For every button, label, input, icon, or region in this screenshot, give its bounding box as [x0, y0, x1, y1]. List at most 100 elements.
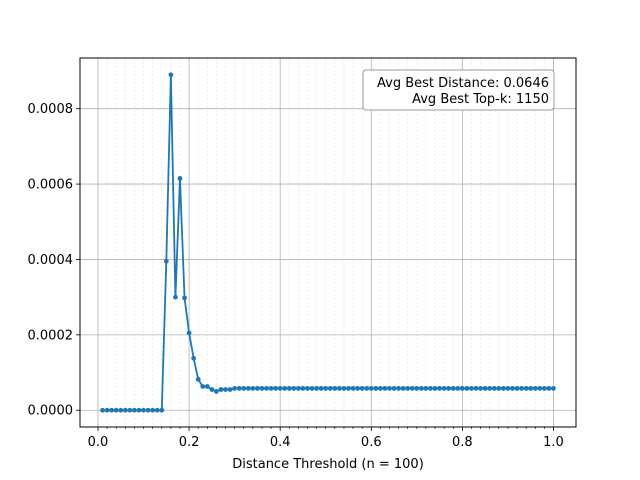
data-point	[113, 407, 119, 413]
data-point	[455, 385, 461, 391]
data-point	[177, 176, 183, 181]
data-point	[519, 385, 524, 391]
data-point	[532, 385, 538, 391]
data-point	[168, 72, 174, 78]
data-point	[459, 385, 465, 391]
data-point	[409, 385, 415, 391]
data-point	[163, 258, 169, 264]
data-point	[418, 385, 424, 391]
data-point	[314, 385, 320, 391]
data-point	[377, 385, 383, 391]
data-point	[387, 385, 392, 391]
data-point	[323, 385, 329, 391]
data-point	[100, 407, 105, 413]
data-point	[464, 385, 470, 391]
data-point	[396, 385, 401, 391]
minor-grid	[106, 58, 545, 427]
data-point	[186, 330, 192, 336]
series-layer	[100, 72, 556, 413]
x-tick-label: 1.0	[543, 435, 564, 450]
data-point	[373, 385, 379, 391]
data-point	[537, 385, 543, 391]
annotation-line-topk: Avg Best Top-k: 1150	[412, 92, 549, 107]
data-point	[154, 407, 160, 413]
data-point	[551, 385, 556, 391]
data-point	[469, 385, 474, 391]
y-tick-label: 0.0002	[28, 328, 74, 343]
data-point	[232, 385, 238, 391]
x-axis-label: Distance Threshold (n = 100)	[232, 457, 424, 472]
data-point	[364, 385, 370, 391]
data-point	[223, 387, 228, 392]
data-point	[359, 385, 365, 391]
data-point	[391, 385, 397, 391]
data-point	[423, 385, 429, 391]
data-point	[478, 385, 483, 391]
data-point	[510, 385, 515, 391]
data-point	[505, 385, 511, 391]
data-point	[291, 385, 297, 391]
data-point	[127, 407, 133, 413]
data-point	[282, 385, 288, 391]
annotation-line-distance: Avg Best Distance: 0.0646	[377, 76, 549, 91]
data-point	[450, 385, 456, 391]
data-point	[250, 385, 256, 391]
data-point	[200, 384, 206, 389]
annotation-box: Avg Best Distance: 0.0646 Avg Best Top-k…	[362, 69, 555, 111]
data-point	[405, 385, 411, 391]
data-point	[368, 385, 374, 391]
data-point	[286, 385, 292, 391]
data-point	[150, 407, 156, 413]
data-point	[191, 355, 197, 361]
data-point	[109, 407, 115, 413]
data-point	[295, 385, 301, 391]
data-point	[528, 385, 534, 391]
data-point	[318, 385, 324, 391]
y-tick-label: 0.0000	[28, 404, 74, 419]
data-point	[341, 385, 347, 391]
data-point	[245, 385, 251, 391]
y-tick-label: 0.0008	[28, 102, 74, 117]
data-point	[332, 385, 338, 391]
y-axis: 0.0000 0.0002 0.0004 0.0006 0.0008	[28, 102, 80, 419]
data-point	[346, 385, 351, 391]
data-point	[441, 385, 447, 391]
plot-frame	[79, 57, 577, 428]
data-point	[473, 385, 479, 391]
data-point	[132, 407, 137, 413]
data-point	[259, 385, 265, 391]
data-point	[173, 294, 178, 300]
data-point	[214, 388, 219, 394]
data-point	[204, 384, 210, 389]
y-tick-label: 0.0004	[28, 253, 74, 268]
data-point	[241, 385, 247, 391]
data-point	[400, 385, 406, 391]
data-point	[496, 385, 502, 391]
data-point	[336, 385, 342, 391]
data-point	[104, 407, 110, 413]
data-point	[414, 385, 420, 391]
data-point	[300, 385, 306, 391]
data-point	[236, 385, 242, 391]
x-tick-label: 0.6	[361, 435, 382, 450]
data-point	[382, 385, 388, 391]
x-tick-label: 0.8	[452, 435, 473, 450]
data-point	[159, 407, 165, 413]
data-point	[145, 407, 151, 413]
data-point	[432, 385, 438, 391]
data-point	[541, 385, 547, 391]
data-point	[428, 385, 433, 391]
x-tick-label: 0.4	[270, 435, 291, 450]
data-point	[136, 407, 142, 413]
y-tick-label: 0.0006	[28, 178, 74, 193]
data-point	[523, 385, 529, 391]
data-point	[487, 385, 493, 391]
data-point	[327, 385, 333, 391]
data-point	[305, 385, 310, 391]
data-point	[355, 385, 361, 391]
data-point	[182, 295, 187, 301]
data-point	[350, 385, 356, 391]
data-point	[309, 385, 315, 391]
data-point	[277, 385, 283, 391]
